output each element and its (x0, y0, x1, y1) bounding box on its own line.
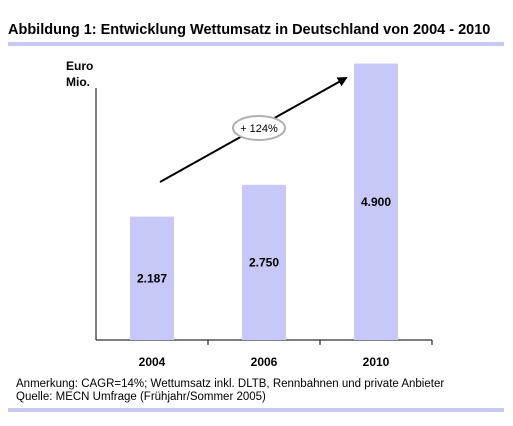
note-anmerkung: Anmerkung: CAGR=14%; Wettumsatz inkl. DL… (16, 378, 445, 390)
y-axis-label-line-2: Mio. (66, 75, 90, 89)
data-label-2006: 2.750 (249, 255, 279, 269)
bar-2010 (354, 63, 398, 340)
x-tick-label-2010: 2010 (363, 355, 390, 369)
data-label-2004: 2.187 (137, 271, 167, 285)
growth-annotation-ellipse (232, 115, 286, 141)
x-tick-label-2006: 2006 (251, 355, 278, 369)
chart-notes: Anmerkung: CAGR=14%; Wettumsatz inkl. DL… (16, 378, 444, 404)
bar-2004 (130, 216, 174, 340)
growth-annotation-label: + 124% (240, 123, 278, 135)
y-axis-label-line-1: Euro (66, 59, 93, 73)
top-rule (8, 42, 504, 46)
note-quelle: Quelle: MECN Umfrage (Frühjahr/Sommer 20… (16, 391, 266, 403)
bottom-rule (8, 408, 504, 412)
chart-title: Abbildung 1: Entwicklung Wettumsatz in D… (8, 22, 491, 38)
bar-2006 (242, 184, 286, 340)
x-tick-label-2004: 2004 (139, 355, 166, 369)
data-label-2010: 4.900 (361, 195, 391, 209)
